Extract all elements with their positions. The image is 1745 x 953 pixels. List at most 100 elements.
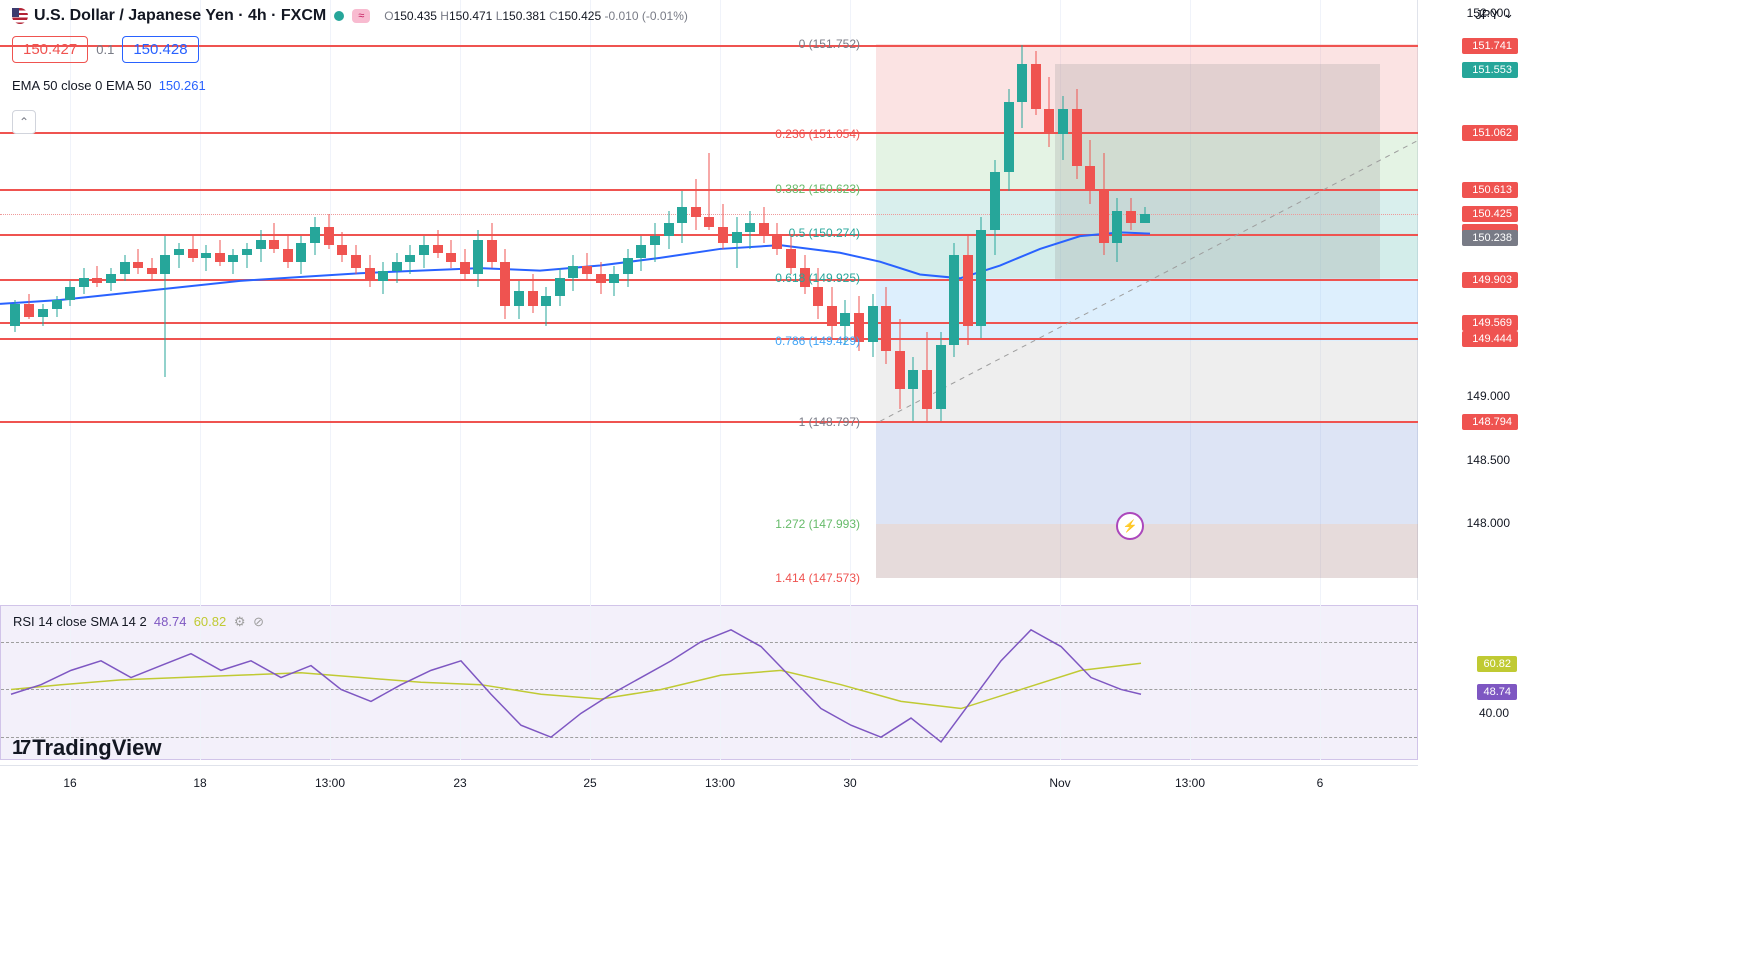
candle [868, 294, 878, 358]
fib-label[interactable]: 0.236 (151.054) [750, 127, 860, 141]
candle [936, 332, 946, 421]
candle [786, 236, 796, 274]
fib-label[interactable]: 1.414 (147.573) [750, 571, 860, 585]
candle [949, 243, 959, 358]
horizontal-line[interactable] [0, 132, 1418, 134]
horizontal-line[interactable] [0, 322, 1418, 324]
horizontal-line[interactable] [0, 234, 1418, 236]
candle [650, 223, 660, 261]
x-tick: 16 [63, 776, 76, 790]
bid-price[interactable]: 150.427 [12, 36, 88, 63]
chart-header: U.S. Dollar / Japanese Yen · 4h · FXCM ≈… [0, 0, 688, 32]
candle [378, 262, 388, 294]
candle [160, 236, 170, 376]
fib-label[interactable]: 0.5 (150.274) [750, 226, 860, 240]
y-tick: 149.000 [1467, 389, 1510, 403]
horizontal-line[interactable] [0, 45, 1418, 47]
fib-label[interactable]: 0.786 (149.429) [750, 334, 860, 348]
lightning-icon[interactable]: ⚡ [1116, 512, 1144, 540]
ohlc-close: 150.425 [558, 9, 601, 23]
grid-vertical [460, 0, 461, 760]
price-label: 151.741 [1462, 38, 1518, 54]
candle [446, 240, 456, 268]
ema-value: 150.261 [159, 78, 206, 93]
main-chart-pane[interactable]: 0 (151.752) 0.236 (151.054) 0.382 (150.623… [0, 0, 1418, 600]
candle [1072, 89, 1082, 178]
bid-ask-row: 150.427 0.1 150.428 [12, 36, 199, 63]
candle [623, 249, 633, 287]
candle [419, 236, 429, 268]
candle [881, 287, 891, 364]
candle [24, 294, 34, 320]
ohlc-change-pct: (-0.01%) [642, 9, 688, 23]
candle [1044, 77, 1054, 147]
rsi-band [1, 689, 1417, 690]
gear-icon[interactable]: ⚙ [234, 614, 246, 629]
candle [704, 153, 714, 230]
rsi-label: RSI 14 close SMA 14 2 [13, 614, 147, 629]
x-tick: Nov [1049, 776, 1070, 790]
fib-label[interactable]: 1.272 (147.993) [750, 517, 860, 531]
ema-label: EMA 50 close 0 EMA 50 [12, 78, 151, 93]
y-tick: 148.000 [1467, 516, 1510, 530]
candle [133, 249, 143, 275]
candle [555, 268, 565, 306]
price-label: 151.553 [1462, 62, 1518, 78]
fib-label[interactable]: 1 (148.797) [750, 415, 860, 429]
price-label: 148.794 [1462, 414, 1518, 430]
rsi-sma-value: 60.82 [194, 614, 227, 629]
candle [895, 319, 905, 408]
fib-label[interactable]: 0 (151.752) [750, 37, 860, 51]
y-tick: 148.500 [1467, 453, 1510, 467]
candle [596, 262, 606, 294]
candle [1126, 198, 1136, 230]
collapse-button[interactable]: ⌃ [12, 110, 36, 134]
time-axis[interactable]: 161813:00232513:0030Nov13:006 [0, 765, 1418, 803]
price-label: 151.062 [1462, 125, 1518, 141]
ema-indicator-label[interactable]: EMA 50 close 0 EMA 50 150.261 [12, 78, 206, 93]
symbol-title[interactable]: U.S. Dollar / Japanese Yen · 4h · FXCM [34, 7, 326, 25]
candle [487, 223, 497, 268]
candle [433, 230, 443, 258]
horizontal-line[interactable] [0, 421, 1418, 423]
price-axis[interactable]: JPY ⌄ 152.000149.000148.500148.000151.74… [1418, 0, 1518, 600]
candle [79, 268, 89, 294]
x-tick: 30 [843, 776, 856, 790]
candle [500, 249, 510, 319]
rsi-price-label: 48.74 [1477, 684, 1517, 700]
candle [1004, 89, 1014, 191]
candle [990, 160, 1000, 256]
rsi-pane[interactable]: RSI 14 close SMA 14 2 48.74 60.82 ⚙ ⊘ 60… [0, 605, 1418, 760]
candle [528, 274, 538, 312]
fib-label[interactable]: 0.382 (150.623) [750, 182, 860, 196]
price-label: 150.238 [1462, 230, 1518, 246]
candle [256, 230, 266, 262]
candle [324, 214, 334, 248]
ask-price[interactable]: 150.428 [122, 36, 198, 63]
horizontal-line[interactable] [0, 338, 1418, 340]
ohlc-readout: O150.435 H150.471 L150.381 C150.425 -0.0… [384, 9, 688, 23]
candle [732, 217, 742, 268]
delay-icon: ≈ [352, 9, 370, 23]
y-tick: 152.000 [1467, 6, 1510, 20]
candle [1058, 96, 1068, 160]
tradingview-watermark[interactable]: 17 TradingView [12, 735, 161, 761]
candle [174, 243, 184, 269]
fib-label[interactable]: 0.618 (149.925) [750, 271, 860, 285]
rsi-value: 48.74 [154, 614, 187, 629]
candle [65, 281, 75, 307]
fib-zone [876, 524, 1418, 578]
candle [405, 245, 415, 274]
x-tick: 13:00 [1175, 776, 1205, 790]
horizontal-line[interactable] [0, 279, 1418, 281]
grid-vertical [330, 0, 331, 760]
price-label: 149.444 [1462, 331, 1518, 347]
x-tick: 23 [453, 776, 466, 790]
rsi-y-axis[interactable]: 60.8248.7440.00 [1417, 606, 1517, 761]
rsi-indicator-label[interactable]: RSI 14 close SMA 14 2 48.74 60.82 ⚙ ⊘ [13, 614, 264, 630]
x-tick: 13:00 [315, 776, 345, 790]
visibility-icon[interactable]: ⊘ [253, 614, 264, 629]
candle [827, 287, 837, 338]
x-tick: 6 [1317, 776, 1324, 790]
candle [908, 357, 918, 421]
